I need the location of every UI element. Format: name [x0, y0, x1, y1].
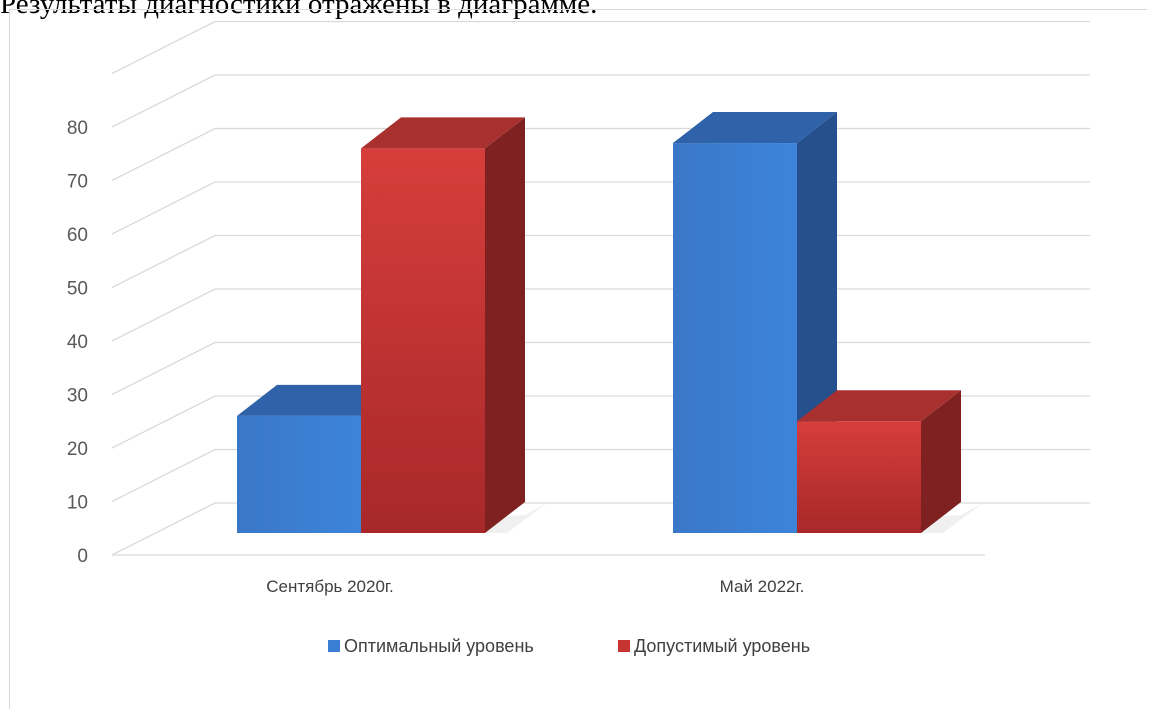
gridline — [111, 74, 1090, 128]
gridline — [111, 234, 1090, 289]
y-tick-label: 70 — [67, 172, 88, 193]
legend-label: Оптимальный уровень — [344, 636, 534, 656]
legend-label: Допустимый уровень — [634, 636, 810, 656]
legend: Оптимальный уровень Допустимый уровень — [328, 636, 810, 656]
x-category-label: Сентябрь 2020г. — [266, 577, 394, 596]
y-axis-ticks: 0 10 20 30 40 50 60 70 80 — [67, 118, 88, 567]
bar-top — [361, 117, 525, 149]
y-tick-label: 20 — [67, 439, 88, 460]
y-tick-label: 0 — [77, 546, 88, 567]
legend-item: Оптимальный уровень — [328, 636, 534, 656]
bar-side — [921, 390, 961, 533]
bar-top — [673, 112, 837, 144]
legend-swatch — [618, 640, 630, 652]
gridline — [111, 181, 1090, 235]
legend-item: Допустимый уровень — [618, 636, 810, 656]
bar-front — [361, 148, 485, 533]
bar — [797, 390, 961, 533]
bar-chart: 0 10 20 30 40 50 60 70 80 Сентябрь 2020г. Май 202… — [67, 20, 1090, 656]
bars — [237, 112, 983, 534]
y-tick-label: 60 — [67, 225, 88, 246]
legend-swatch — [328, 640, 340, 652]
bar-side — [485, 117, 525, 534]
y-tick-label: 80 — [67, 118, 88, 139]
x-category-label: Май 2022г. — [720, 577, 805, 596]
chart-frame — [9, 9, 1147, 709]
gridline — [111, 288, 1090, 342]
bar-front — [237, 415, 361, 533]
x-axis-categories: Сентябрь 2020г. Май 2022г. — [266, 577, 804, 596]
bar — [361, 117, 525, 534]
bar-top — [797, 390, 961, 422]
gridline — [111, 127, 1090, 182]
y-tick-label: 50 — [67, 279, 88, 300]
y-tick-label: 40 — [67, 332, 88, 353]
bar-front — [673, 143, 797, 534]
gridline — [111, 341, 1090, 396]
gridline — [111, 20, 1090, 75]
y-tick-label: 10 — [67, 493, 88, 514]
y-tick-label: 30 — [67, 386, 88, 407]
page-caption: Результаты диагностики отражены в диагра… — [0, 0, 598, 20]
bar-top — [237, 384, 401, 416]
bar-front — [797, 421, 921, 533]
